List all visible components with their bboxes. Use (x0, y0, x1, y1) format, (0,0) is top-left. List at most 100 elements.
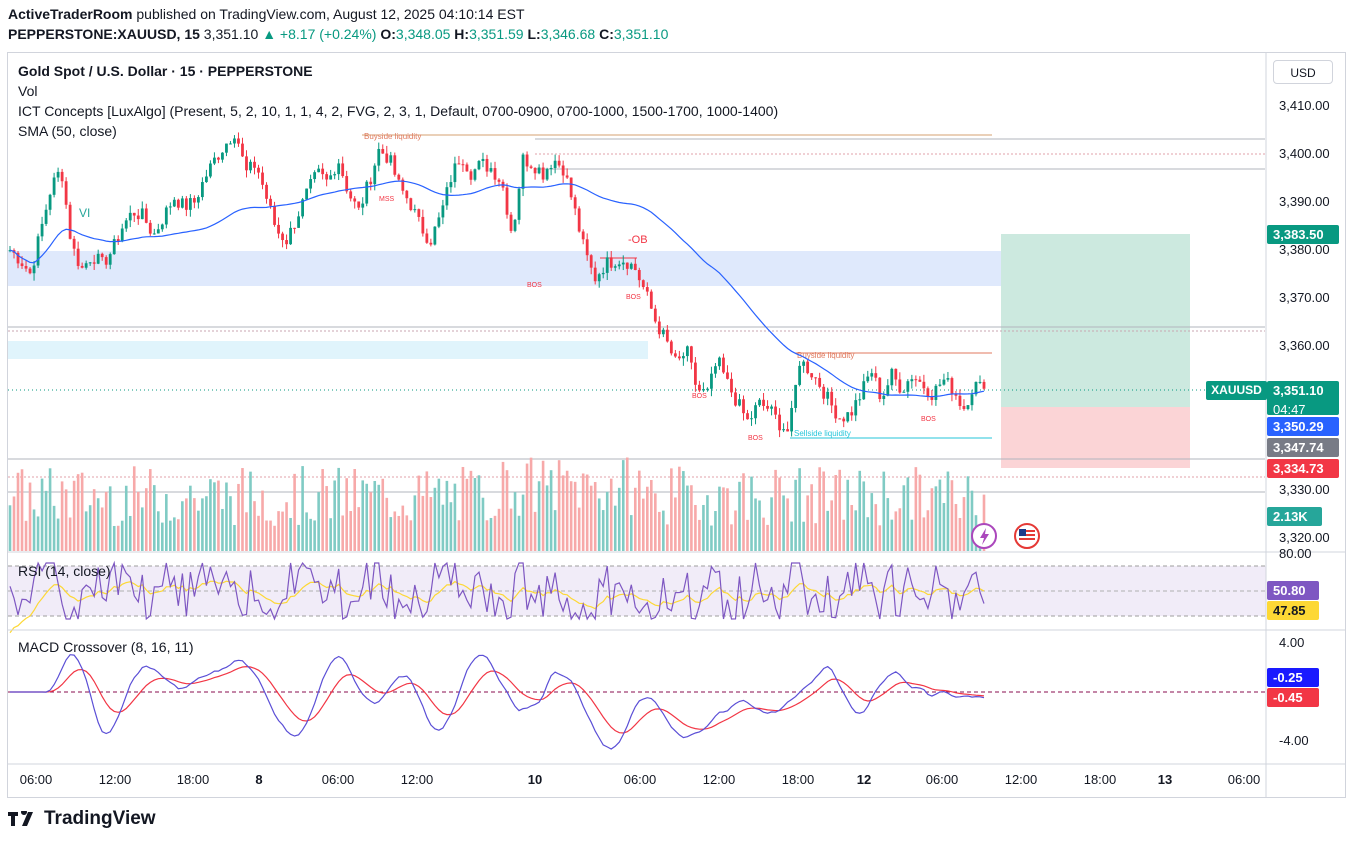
candle (870, 373, 874, 377)
candle (906, 381, 910, 392)
candle (221, 152, 224, 160)
volume-bar (662, 510, 665, 551)
bos-label: BOS (748, 435, 763, 442)
volume-bar (922, 517, 926, 551)
volume-bar (966, 476, 970, 551)
candle (585, 239, 589, 256)
volume-bar (505, 470, 509, 551)
volume-bar (369, 492, 373, 551)
volume-bar (706, 495, 709, 551)
volume-bar (958, 517, 962, 551)
candle (417, 209, 421, 217)
volume-bar (453, 483, 457, 551)
brand-name: TradingView (44, 808, 156, 829)
candle (209, 163, 212, 177)
volume-bar (381, 478, 385, 551)
candle (734, 392, 737, 406)
tradingview-logo-icon (8, 811, 33, 826)
publisher-name[interactable]: ActiveTraderRoom (8, 6, 133, 22)
rsi-line (9, 560, 985, 621)
volume-bar (862, 481, 866, 551)
volume-bar (193, 498, 196, 551)
ob-label: -OB (628, 234, 648, 246)
publish-text: published on TradingView.com, August 12,… (136, 6, 525, 22)
lightning-icon[interactable] (971, 523, 997, 549)
volume-bar (782, 495, 785, 551)
target-zone (1001, 234, 1190, 407)
volume-bar (445, 480, 449, 551)
volume-bar (950, 480, 954, 551)
candle (505, 187, 509, 215)
rsi-ma-line (9, 580, 985, 634)
candle (80, 265, 84, 268)
volume-bar (605, 491, 609, 551)
candle (409, 198, 413, 211)
volume-bar (84, 511, 88, 551)
volume-bar (938, 479, 942, 551)
volume-legend[interactable]: Vol (18, 83, 38, 99)
candle (978, 381, 982, 383)
candle (790, 407, 794, 432)
macd-line (10, 654, 985, 750)
candle (493, 168, 497, 180)
price-tick: 3,370.00 (1279, 290, 1330, 305)
candle (249, 161, 252, 171)
volume-bar (846, 479, 850, 551)
volume-bar (810, 484, 813, 551)
candle (862, 381, 866, 400)
candle (184, 198, 188, 210)
macd-tick: -4.00 (1279, 733, 1309, 748)
candle (513, 219, 517, 231)
volume-bar (393, 511, 397, 551)
currency-button[interactable]: USD (1273, 60, 1333, 84)
volume-bar (245, 512, 248, 551)
volume-bar (870, 493, 874, 551)
candle (762, 399, 765, 406)
volume-bar (329, 518, 332, 551)
candle (313, 172, 317, 180)
volume-bar (690, 485, 693, 551)
candle (16, 252, 20, 264)
candle (385, 153, 389, 163)
sma-legend[interactable]: SMA (50, close) (18, 123, 117, 139)
price-tick: 3,400.00 (1279, 146, 1330, 161)
volume-bar (477, 475, 481, 551)
candle (641, 280, 645, 288)
candle (84, 263, 88, 268)
candle (517, 188, 521, 220)
volume-bar (513, 492, 517, 551)
candle (714, 366, 717, 374)
volume-bar (674, 497, 677, 551)
candle (441, 205, 445, 218)
candle (653, 308, 657, 322)
vi-label: VI (79, 206, 90, 220)
volume-bar (253, 501, 256, 551)
price-tick: 3,330.00 (1279, 482, 1330, 497)
fvg-zone-lower (8, 341, 648, 359)
rsi-legend[interactable]: RSI (14, close) (18, 563, 111, 579)
candle (156, 229, 160, 234)
tradingview-logo[interactable]: TradingView (8, 808, 156, 830)
candle (429, 242, 433, 245)
candle (124, 220, 128, 229)
candle (497, 179, 501, 182)
volume-bar (92, 489, 96, 551)
volume-bar (902, 485, 906, 551)
candle (726, 372, 729, 379)
macd-tag: -0.25 (1267, 668, 1319, 687)
candle (116, 239, 120, 242)
ict-legend[interactable]: ICT Concepts [LuxAlgo] (Present, 5, 2, 1… (18, 103, 779, 119)
volume-bar (345, 478, 348, 551)
us-flag-icon[interactable] (1014, 523, 1040, 549)
chart-frame (7, 52, 1346, 798)
volume-bar (120, 520, 124, 551)
candle (397, 174, 401, 180)
macd-legend[interactable]: MACD Crossover (8, 16, 11) (18, 639, 194, 655)
volume-bar (682, 471, 685, 551)
volume-bar (221, 508, 224, 551)
price-tick: 3,380.00 (1279, 242, 1330, 257)
candle (754, 405, 757, 419)
candle (898, 379, 902, 393)
volume-bar (481, 497, 485, 551)
